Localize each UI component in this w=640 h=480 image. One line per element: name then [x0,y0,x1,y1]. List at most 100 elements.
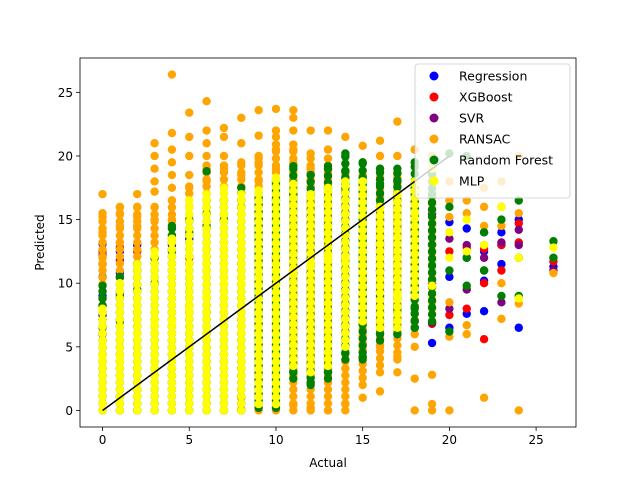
point-mlp [219,406,229,415]
point-mlp [185,273,194,282]
point-mlp [410,221,419,231]
point-ransac [375,151,385,161]
point-mlp [375,246,385,255]
point-mlp [167,245,177,254]
point-mlp [341,216,350,226]
point-mlp [202,378,211,387]
point-mlp [133,266,142,275]
point-mlp [219,252,229,261]
point-mlp [98,322,107,331]
point-mlp [219,245,229,254]
point-ransac [219,132,229,142]
point-mlp [167,280,177,289]
point-ransac [202,177,211,186]
point-mlp [358,296,367,305]
point-mlp [133,371,142,380]
axes: 0 5 10 15 20 25 0 5 10 15 20 25 [58,57,577,447]
legend: Regression XGBoost SVR RANSAC Random Forest M… [414,63,571,199]
point-random-forest [306,177,315,187]
point-ransac [254,168,263,177]
point-ransac [98,228,107,237]
x-tick-label: 10 [268,433,283,447]
legend-marker-xgboost [429,92,439,102]
point-mlp [167,317,177,326]
point-mlp [115,301,125,310]
point-ransac [115,231,125,240]
point-mlp [185,322,194,331]
point-mlp [167,406,177,415]
point-mlp [98,343,107,352]
point-mlp [323,242,333,252]
point-random-forest [427,205,437,214]
point-random-forest [427,289,437,298]
point-random-forest [167,221,177,231]
point-ransac [150,224,159,233]
point-ransac [115,259,125,268]
point-mlp [289,340,298,350]
point-mlp [393,302,402,311]
point-mlp [393,204,402,213]
point-ransac [115,209,125,218]
point-mlp [115,364,125,373]
identity-line [102,155,450,412]
point-mlp [358,268,367,277]
point-regression [479,307,489,316]
point-mlp [185,371,194,380]
point-mlp [289,354,298,364]
point-random-forest [427,198,437,207]
point-mlp [375,232,385,241]
point-mlp [185,287,194,296]
point-mlp [289,179,298,189]
point-mlp [219,294,229,303]
point-mlp [445,228,454,237]
point-mlp [289,298,298,308]
point-mlp [341,293,350,303]
legend-label-xgboost: XGBoost [459,90,513,105]
point-mlp [202,315,211,324]
point-ransac [358,380,367,390]
point-mlp [202,308,211,317]
point-svr [497,238,506,247]
point-mlp [289,235,298,245]
point-random-forest [427,254,437,263]
point-mlp [254,280,263,290]
point-random-forest [462,281,471,290]
point-ransac [358,393,367,402]
point-mlp [185,217,194,226]
point-ransac [98,266,107,275]
point-mlp [237,371,246,380]
point-mlp [393,218,402,227]
point-mlp [115,287,125,296]
point-xgboost [445,247,454,256]
point-mlp [289,207,298,217]
point-mlp [219,183,229,192]
point-ransac [393,352,402,362]
point-regression [462,224,471,233]
point-ransac [185,170,194,180]
point-mlp [306,259,315,269]
point-mlp [202,238,211,247]
point-mlp [323,270,333,280]
point-mlp [271,364,281,374]
point-ransac [289,145,298,154]
point-ransac [202,151,211,161]
point-random-forest [445,266,454,275]
point-mlp [306,270,315,279]
point-mlp [202,196,211,205]
point-mlp [219,315,229,324]
point-mlp [185,266,194,275]
point-mlp [202,224,211,233]
point-mlp [133,378,142,387]
point-ransac [358,141,367,150]
point-ransac [133,212,142,222]
point-mlp [185,259,194,268]
point-ransac [393,151,402,161]
legend-marker-ransac [429,134,439,144]
x-tick-label: 5 [185,433,193,447]
point-mlp [271,343,281,353]
point-mlp [115,294,125,303]
point-mlp [167,336,177,345]
point-ransac [133,189,142,199]
point-ransac [514,209,523,218]
point-random-forest [375,189,385,198]
